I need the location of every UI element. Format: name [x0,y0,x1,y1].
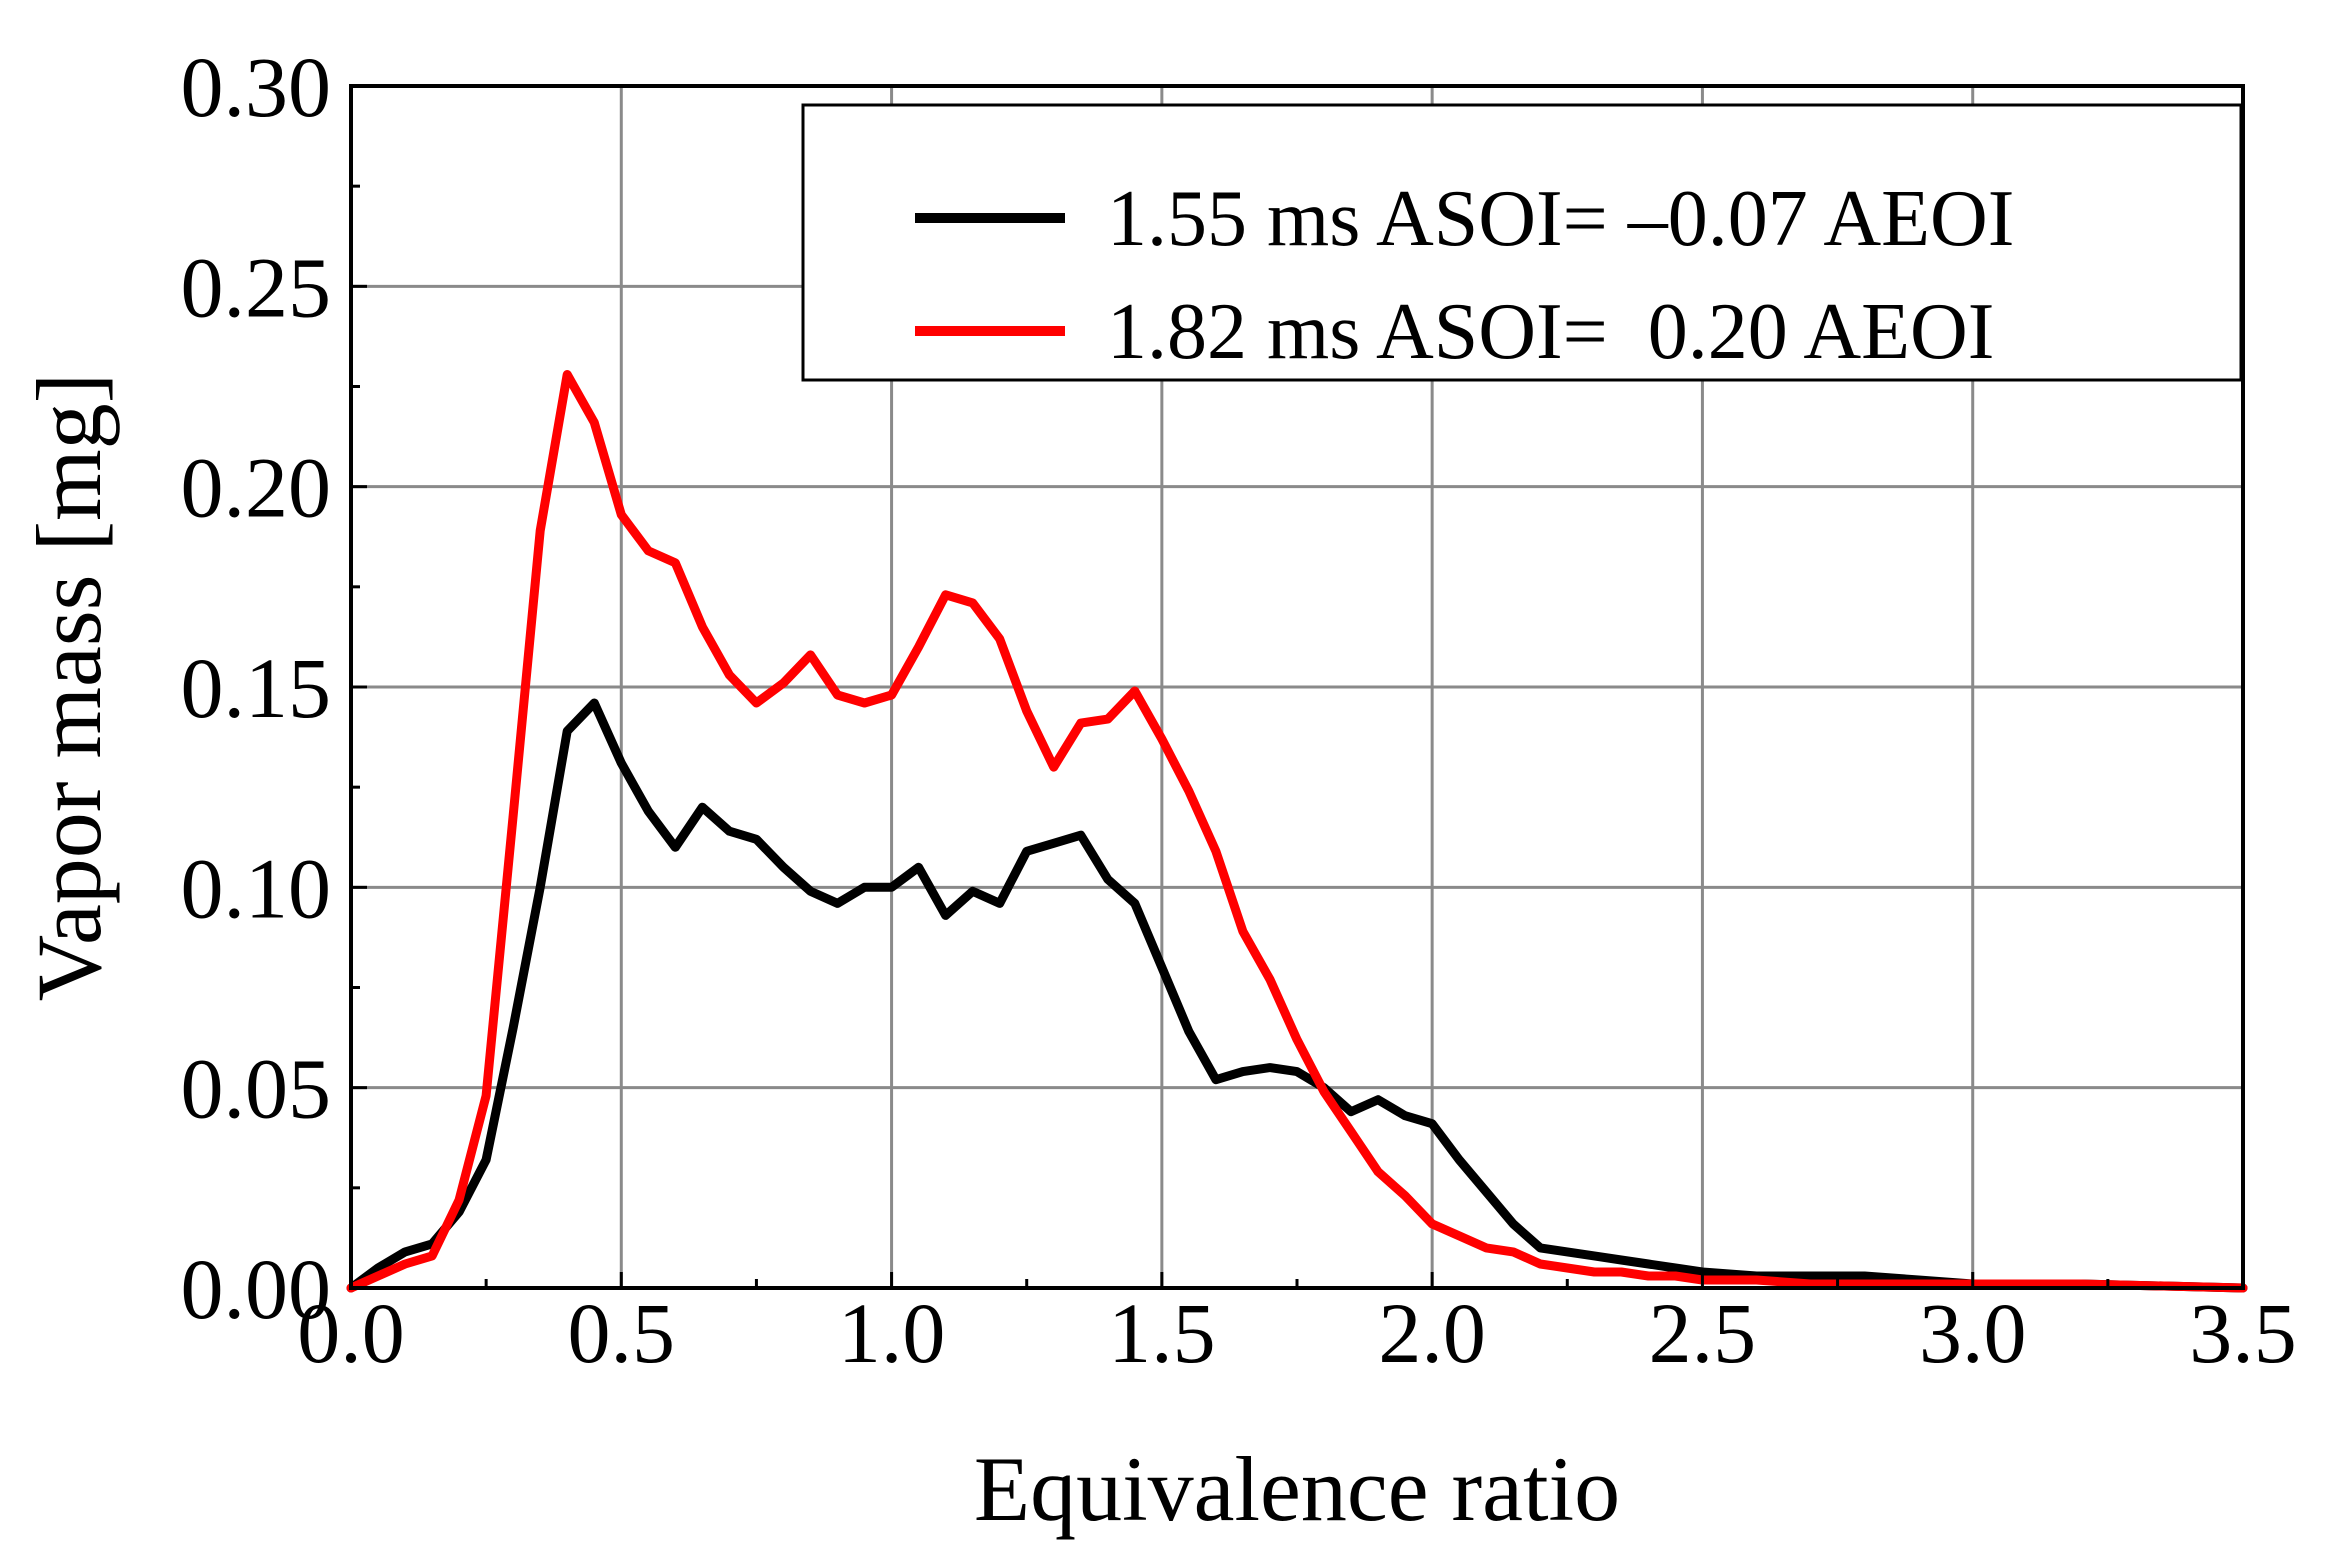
y-tick-label: 0.00 [181,1241,332,1337]
y-tick-label: 0.05 [181,1041,332,1137]
y-tick-label: 0.20 [181,440,332,536]
x-tick-labels: 0.0 0.5 1.0 1.5 2.0 2.5 3.0 3.5 [297,1285,2297,1381]
x-axis-title: Equivalence ratio [974,1438,1620,1540]
y-tick-label: 0.10 [181,840,332,936]
x-tick-label: 3.0 [1919,1285,2027,1381]
legend: 1.55 ms ASOI= –0.07 AEOI 1.82 ms ASOI= 0… [801,103,2243,382]
legend-label-series-1: 1.55 ms ASOI= –0.07 AEOI [1107,175,2014,263]
series-lines [346,370,2248,1293]
x-tick-label: 0.5 [568,1285,676,1381]
series-line-1 [346,698,2248,1293]
x-tick-label: 2.5 [1649,1285,1757,1381]
series-line-2 [346,370,2248,1293]
y-axis-title: Vapor mass [mg] [18,373,120,1002]
x-tick-label: 3.5 [2189,1285,2297,1381]
x-tick-label: 2.0 [1378,1285,1486,1381]
y-tick-label: 0.15 [181,640,332,736]
y-tick-labels: 0.00 0.05 0.10 0.15 0.20 0.25 0.30 [181,39,332,1337]
x-tick-label: 0.0 [297,1285,405,1381]
y-tick-label: 0.30 [181,39,332,135]
x-tick-label: 1.5 [1108,1285,1216,1381]
y-tick-label: 0.25 [181,239,332,335]
axis-ticks [349,84,2245,1290]
x-tick-label: 1.0 [838,1285,946,1381]
legend-label-series-2: 1.82 ms ASOI= 0.20 AEOI [1107,288,1994,376]
